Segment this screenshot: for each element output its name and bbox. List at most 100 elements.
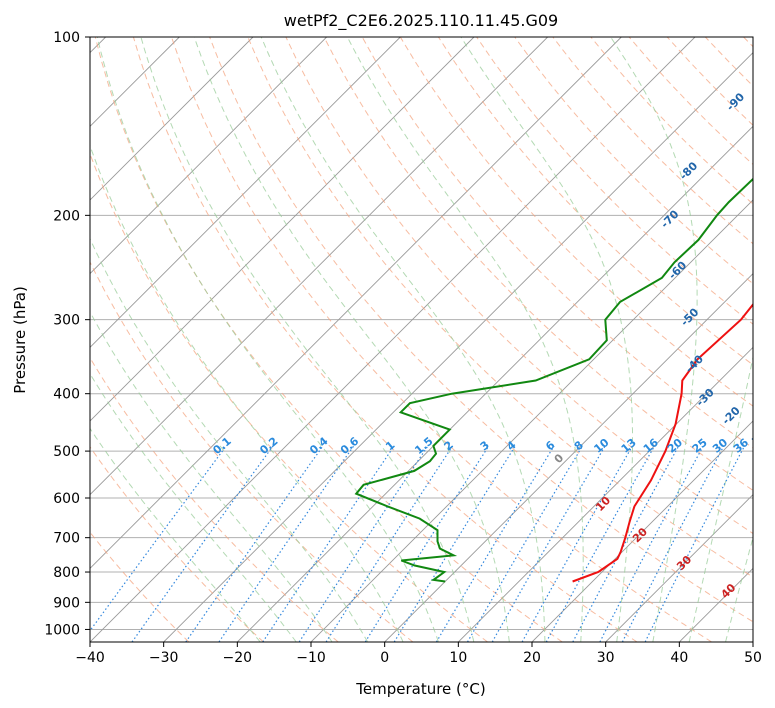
isotherm--40 — [90, 37, 696, 642]
isotherm--100 — [90, 37, 254, 201]
moist-adiabat--20 — [90, 427, 261, 642]
isotherm--90 — [90, 37, 327, 275]
mixing-ratio-line-36 — [644, 445, 746, 642]
moist-adiabat-10 — [140, 37, 475, 642]
moist-adiabat-50 — [762, 37, 775, 642]
moist-adiabat-label: 0 — [552, 451, 567, 466]
mixing-ratio-line-2 — [325, 445, 454, 642]
moist-adiabat--15 — [90, 372, 297, 642]
dry-adiabat-0 — [90, 260, 414, 642]
y-tick-label: 600 — [53, 491, 80, 507]
x-tick-label: 30 — [597, 650, 615, 666]
dry-adiabat--10 — [90, 356, 339, 642]
x-tick-label: 50 — [744, 650, 762, 666]
series-dewpoint — [354, 177, 753, 583]
moist-adiabat--5 — [90, 237, 369, 642]
dry-adiabat-150 — [590, 37, 753, 205]
mixing-ratio-line-4 — [393, 445, 516, 642]
moist-adiabat-35 — [610, 37, 698, 642]
moist-adiabat-25 — [346, 37, 584, 642]
mixing-ratio-line-3 — [364, 445, 490, 642]
mixing-ratio-label: 25 — [690, 436, 710, 456]
y-tick-label: 200 — [53, 208, 80, 224]
moist-adiabat-label: 40 — [718, 581, 738, 601]
mixing-ratio-label: 36 — [731, 436, 751, 456]
dry-adiabat-70 — [285, 37, 753, 535]
mixing-ratio-label: 30 — [710, 436, 730, 456]
x-tick-label: 40 — [670, 650, 688, 666]
x-tick-label: −20 — [223, 650, 253, 666]
dry-adiabat-label: -30 — [694, 386, 717, 409]
mixing-ratio-line-30 — [621, 445, 725, 642]
line-labels: 0.10.20.40.611.52346810131620253036-100-… — [211, 90, 753, 601]
isotherm--80 — [90, 37, 401, 348]
isotherm--70 — [90, 37, 475, 422]
isotherm--60 — [90, 37, 548, 496]
chart-title: wetPf2_C2E6.2025.110.11.45.G09 — [284, 11, 558, 31]
moist-adiabat-40 — [688, 355, 753, 642]
x-tick-label: −30 — [149, 650, 179, 666]
x-axis-label: Temperature (°C) — [355, 680, 485, 698]
isotherm-50 — [752, 641, 753, 642]
dry-adiabat-label: -90 — [724, 90, 747, 113]
y-tick-label: 1000 — [44, 622, 80, 638]
dry-adiabat-label: -70 — [658, 207, 681, 230]
mixing-ratio-line-6 — [435, 445, 555, 642]
isotherm--30 — [163, 52, 753, 642]
y-tick-label: 300 — [53, 313, 80, 329]
moist-adiabat-0 — [90, 144, 404, 642]
x-tick-label: 20 — [523, 650, 541, 666]
moist-adiabat-30 — [460, 37, 633, 642]
dry-adiabat-label: -50 — [678, 305, 701, 328]
dry-adiabat-60 — [247, 37, 753, 578]
plot-area: 0.10.20.40.611.52346810131620253036-100-… — [90, 37, 775, 642]
y-tick-label: 400 — [53, 387, 80, 403]
dry-adiabat--20 — [90, 446, 264, 642]
mixing-ratio-line-16 — [545, 445, 656, 642]
mixing-ratio-line-0.4 — [185, 445, 324, 642]
dry-adiabat-10 — [90, 152, 488, 642]
mixing-ratio-label: 16 — [641, 436, 661, 456]
dry-adiabat-170 — [666, 37, 753, 126]
pressure-gridlines — [90, 37, 753, 630]
isotherm-10 — [458, 346, 753, 642]
x-axis: −40 −30 −20 −10 0 10 20 30 40 50 — [75, 642, 762, 666]
sounding-profiles — [354, 177, 753, 583]
mixing-ratio-line-0.6 — [218, 445, 355, 642]
isotherm--10 — [310, 199, 753, 642]
moist-adiabats — [90, 37, 775, 642]
mixing-ratio-lines — [90, 445, 746, 642]
moist-adiabat-45 — [725, 535, 753, 642]
y-tick-label: 700 — [53, 531, 80, 547]
mixing-ratio-line-13 — [521, 445, 634, 642]
isotherm-0 — [384, 273, 753, 642]
dry-adiabat-120 — [476, 37, 753, 325]
skewed-isotherms — [90, 37, 753, 642]
mixing-ratio-label: 20 — [665, 436, 685, 456]
mixing-ratio-line-1.5 — [298, 445, 429, 642]
mixing-ratio-line-0.2 — [131, 445, 274, 642]
dry-adiabats — [90, 37, 753, 642]
moist-adiabat-label: 10 — [593, 494, 613, 514]
dry-adiabat-180 — [704, 37, 753, 87]
isotherm--50 — [90, 37, 622, 569]
x-tick-label: −10 — [296, 650, 326, 666]
mixing-ratio-line-1 — [262, 445, 395, 642]
dry-adiabat-label: -60 — [666, 258, 689, 281]
dry-adiabat-140 — [552, 37, 753, 245]
isotherm--20 — [237, 125, 753, 642]
mixing-ratio-label: 0.1 — [211, 435, 234, 457]
dry-adiabat-80 — [323, 37, 753, 491]
isotherm-40 — [679, 567, 753, 642]
x-tick-label: 0 — [380, 650, 389, 666]
x-tick-label: 10 — [449, 650, 467, 666]
series-temperature — [572, 302, 753, 583]
mixing-ratio-label: 0.6 — [338, 434, 362, 457]
plot-frame — [89, 36, 754, 643]
dry-adiabat-130 — [514, 37, 753, 285]
y-axis-label: Pressure (hPa) — [11, 286, 29, 394]
moist-adiabat-20 — [260, 37, 546, 642]
x-tick-label: −40 — [75, 650, 105, 666]
y-tick-label: 100 — [53, 30, 80, 46]
moist-adiabat--10 — [90, 310, 333, 642]
